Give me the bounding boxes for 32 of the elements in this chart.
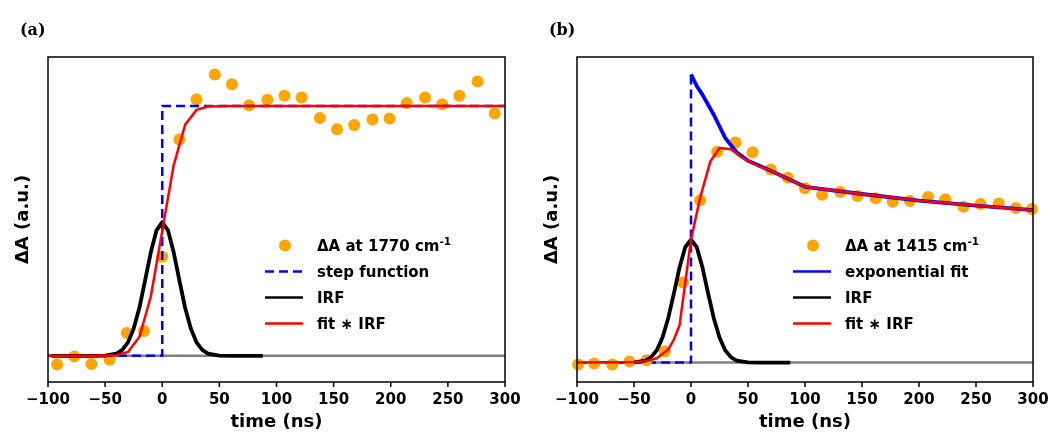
x-tick-label: 150 xyxy=(317,390,350,408)
chart-title: (a) xyxy=(20,20,46,39)
legend-label: ΔA at 1415 cm$^{-1}$ xyxy=(845,234,980,255)
x-tick-label: 0 xyxy=(157,390,168,408)
x-tick-label: 200 xyxy=(375,390,407,408)
y-axis-title: ΔA (a.u.) xyxy=(540,174,561,265)
x-tick-label: 200 xyxy=(903,390,935,408)
x-tick-label: 100 xyxy=(789,390,821,408)
legend-label: fit ∗ IRF xyxy=(317,314,386,333)
x-axis-title: time (ns) xyxy=(230,410,323,431)
x-tick-label: 0 xyxy=(685,390,697,408)
x-tick-label: 250 xyxy=(960,390,992,408)
x-tick-label: 50 xyxy=(208,390,230,408)
legend-label: ΔA at 1770 cm$^{-1}$ xyxy=(317,234,452,255)
x-tick-label: 100 xyxy=(260,390,293,408)
x-tick-label: −50 xyxy=(88,390,122,408)
chart-title: (b) xyxy=(549,20,576,39)
x-tick-label: 300 xyxy=(489,390,521,408)
x-tick-label: −100 xyxy=(26,390,70,408)
x-tick-label: 50 xyxy=(737,390,759,408)
x-tick-label: −50 xyxy=(617,390,651,408)
legend-label: exponential fit xyxy=(845,262,969,281)
x-tick-label: −100 xyxy=(555,390,599,408)
x-tick-label: 250 xyxy=(432,390,464,408)
legend-label: IRF xyxy=(317,288,345,307)
x-tick-label: 150 xyxy=(846,390,878,408)
legend-label: fit ∗ IRF xyxy=(845,314,914,333)
y-axis-title: ΔA (a.u.) xyxy=(11,174,32,265)
legend-label: IRF xyxy=(845,288,873,307)
x-axis-title: time (ns) xyxy=(759,410,851,431)
x-tick-label: 300 xyxy=(1017,390,1049,408)
legend-label: step function xyxy=(317,262,430,281)
